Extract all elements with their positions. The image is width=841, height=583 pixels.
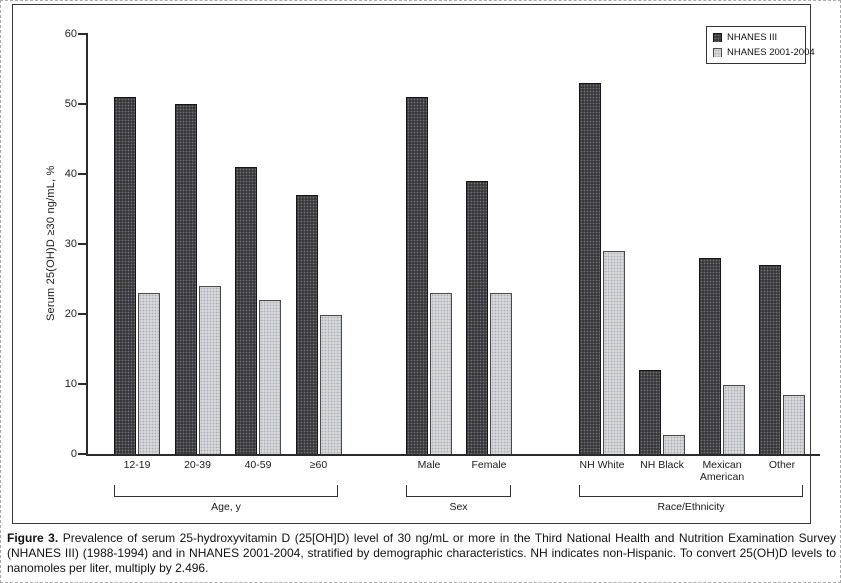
bar-nhanes-iii-60 [295,195,318,454]
x-category-label-12-19: 12-19 [123,459,151,471]
y-tick-mark [78,173,86,175]
x-category-label-nh-black: NH Black [640,459,684,471]
bar-nhanes-iii-other [759,265,781,454]
bar-nhanes-2001-2004-mexican-american [723,385,745,454]
legend-item-nhanes-2001-2004: NHANES 2001-2004 [713,47,815,58]
group-bracket-age-y [114,485,338,497]
x-category-label-nh-white: NH White [579,459,625,471]
bar-nhanes-2001-2004-male [430,293,452,454]
bar-nhanes-iii-20-39 [174,104,197,454]
y-tick-mark [78,33,86,35]
legend-label: NHANES 2001-2004 [727,47,815,58]
legend-item-nhanes-iii: NHANES III [713,32,799,43]
y-tick-label: 60 [64,28,77,40]
bar-nhanes-iii-female [466,181,488,454]
bar-nhanes-iii-12-19 [114,97,136,454]
legend: NHANES III NHANES 2001-2004 [706,26,815,64]
bar-nhanes-iii-mexican-american [699,258,721,454]
figure-caption-label: Figure 3. [7,531,59,545]
x-category-label-male: Male [417,459,441,471]
x-category-label-60: ≥60 [309,459,328,471]
group-label-race-ethnicity: Race/Ethnicity [657,501,725,513]
bar-nhanes-2001-2004-40-59 [259,300,281,454]
bar-nhanes-2001-2004-20-39 [198,286,221,454]
y-tick-label: 50 [64,98,77,110]
bar-nhanes-iii-40-59 [235,167,257,454]
bar-nhanes-iii-nh-black [639,370,661,454]
group-label-age-y: Age, y [211,501,241,513]
bar-nhanes-2001-2004-12-19 [138,293,160,454]
legend-swatch-nhanes-iii [713,33,722,42]
bar-nhanes-iii-nh-white [579,83,601,454]
group-bracket-sex [406,485,511,497]
x-category-label-20-39: 20-39 [184,459,211,471]
x-category-label-mexican-american: Mexican American [699,459,745,483]
bar-nhanes-2001-2004-other [783,394,805,454]
figure-caption-text: Prevalence of serum 25-hydroxyvitamin D … [7,531,836,575]
x-category-label-female: Female [471,459,507,471]
x-category-label-40-59: 40-59 [244,459,272,471]
bar-nhanes-2001-2004-nh-black [663,435,685,454]
y-tick-mark [78,453,86,455]
y-tick-label: 10 [64,378,77,390]
y-tick-label: 40 [64,168,77,180]
bar-nhanes-2001-2004-female [490,293,512,454]
y-tick-label: 30 [64,238,77,250]
bar-nhanes-iii-male [406,97,428,454]
y-tick-mark [78,313,86,315]
figure-caption: Figure 3. Prevalence of serum 25-hydroxy… [7,531,836,576]
y-tick-label: 0 [70,448,77,460]
bar-nhanes-2001-2004-nh-white [603,251,625,454]
x-category-label-other: Other [768,459,796,471]
legend-label: NHANES III [727,32,778,43]
y-axis-line [86,33,88,455]
y-tick-label: 20 [64,308,77,320]
y-tick-mark [78,103,86,105]
group-label-sex: Sex [449,501,468,513]
legend-swatch-nhanes-2001-2004 [713,48,722,57]
x-axis-line [86,454,820,456]
group-bracket-race-ethnicity [579,485,803,497]
chart-frame: Serum 25(OH)D ≥30 ng/mL, % 12-19 20-39 40-… [12,4,820,524]
y-tick-mark [78,243,86,245]
bar-nhanes-2001-2004-60 [319,315,342,454]
y-tick-mark [78,383,86,385]
